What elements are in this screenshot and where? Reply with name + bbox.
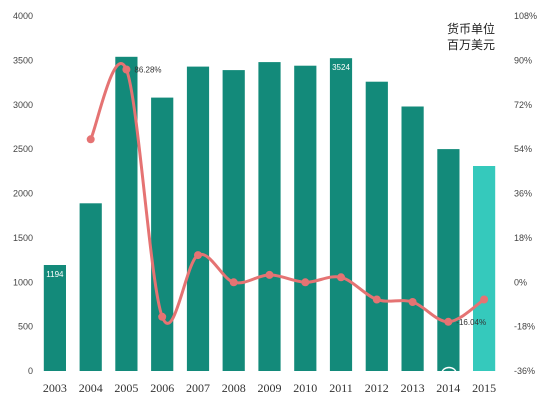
growth-line (89, 62, 485, 325)
x-tick-2011: 2011 (329, 381, 353, 395)
bar-2007 (186, 66, 210, 371)
right-tick-108%: 108% (514, 11, 537, 21)
bar-2009 (258, 62, 281, 371)
data-labels: 1194 86.28% 3524 -16.04% (46, 63, 486, 327)
left-axis-ticks: 0 500 1000 1500 2000 2500 3000 3500 4000 (13, 11, 33, 376)
right-tick-36%: 36% (514, 189, 532, 199)
right-tick-54%: 54% (514, 144, 532, 154)
bar-2004 (79, 203, 102, 371)
unit-label-line-2: 百万美元 (447, 38, 495, 52)
data-label-2011: 3524 (332, 63, 350, 72)
growth-point-2014 (444, 317, 453, 326)
line-series (86, 62, 489, 326)
x-tick-2009: 2009 (258, 381, 282, 395)
x-axis-ticks: 2003 2004 2005 2006 2007 2008 2009 2010 2011 2012… (43, 381, 496, 395)
growth-point-2015 (480, 295, 489, 304)
growth-point-2012 (372, 295, 381, 304)
bar-2014 (437, 149, 460, 371)
bar-2008 (222, 70, 245, 371)
x-tick-2006: 2006 (150, 381, 174, 395)
right-tick-90%: 90% (514, 55, 532, 65)
x-tick-2005: 2005 (114, 381, 138, 395)
bar-2012 (365, 81, 388, 371)
left-tick-2500: 2500 (13, 144, 33, 154)
left-tick-0: 0 (28, 366, 33, 376)
right-tick-72%: 72% (514, 100, 532, 110)
left-tick-2000: 2000 (13, 189, 33, 199)
left-tick-3000: 3000 (13, 100, 33, 110)
watermark: 新旗界 (441, 366, 502, 386)
right-tick-18%: 18% (514, 233, 532, 243)
x-tick-2004: 2004 (79, 381, 103, 395)
x-tick-2015: 2015 (472, 381, 496, 395)
bar-2010 (294, 65, 317, 371)
growth-point-2013 (408, 298, 417, 306)
growth-point-2011 (337, 273, 345, 282)
bar-series (43, 56, 496, 372)
x-tick-2012: 2012 (365, 381, 389, 395)
x-tick-2014: 2014 (436, 381, 460, 395)
wechat-logo-icon (441, 366, 464, 384)
x-tick-2008: 2008 (222, 381, 246, 395)
left-tick-3500: 3500 (13, 55, 33, 65)
bar-2011 (329, 58, 353, 371)
left-tick-1000: 1000 (13, 277, 33, 287)
unit-label-line-1: 货币单位 (447, 21, 495, 36)
data-label-2003: 1194 (46, 270, 64, 279)
right-tick--18%: -18% (514, 322, 535, 332)
right-tick-0%: 0% (514, 277, 527, 287)
x-tick-2007: 2007 (186, 381, 210, 395)
growth-point-2010 (301, 278, 310, 287)
bar-2006 (151, 97, 174, 371)
left-tick-500: 500 (18, 322, 33, 332)
right-axis-ticks: -36% -18% 0% 18% 36% 54% 72% 90% 108% (514, 11, 537, 376)
x-tick-2003: 2003 (43, 381, 67, 395)
growth-point-2009 (265, 270, 274, 279)
growth-point-2005 (122, 65, 131, 74)
growth-point-2004 (86, 135, 95, 144)
bar-2003 (43, 265, 66, 371)
left-tick-1500: 1500 (13, 233, 33, 243)
bar-2005 (115, 56, 138, 372)
bar-2015 (473, 166, 496, 371)
data-label-2014: -16.04% (456, 318, 486, 327)
data-label-2005: 86.28% (134, 66, 161, 75)
growth-point-2007 (194, 251, 202, 260)
x-tick-2010: 2010 (293, 381, 317, 395)
x-tick-2013: 2013 (401, 381, 425, 395)
left-tick-4000: 4000 (13, 11, 33, 21)
right-tick--36%: -36% (514, 366, 535, 376)
growth-point-2008 (229, 278, 238, 287)
watermark-text: 新旗界 (466, 371, 502, 386)
bar-2013 (401, 106, 424, 371)
growth-point-2006 (158, 312, 167, 321)
